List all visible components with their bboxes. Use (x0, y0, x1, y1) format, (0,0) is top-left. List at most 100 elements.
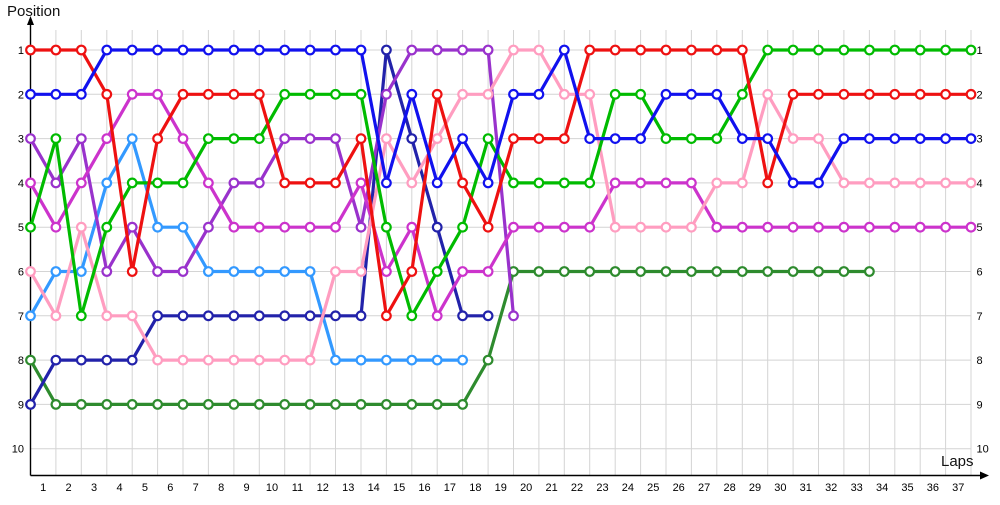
y-tick-left: 5 (18, 222, 24, 234)
series-magenta-car-point (279, 221, 291, 233)
y-tick-left: 7 (18, 311, 24, 323)
series-blue-car-point (457, 133, 469, 145)
series-red-car-point (838, 88, 850, 100)
series-blue-car-point (177, 44, 189, 56)
x-tick: 1 (40, 482, 46, 494)
series-dark-green-car-point (279, 399, 291, 410)
series-red-car-point (253, 88, 265, 100)
x-tick: 24 (622, 482, 634, 494)
series-light-blue-car-point (152, 221, 164, 233)
series-green-car-point (431, 266, 443, 277)
series-pink-car-point (940, 177, 951, 189)
series-magenta-car (25, 88, 977, 322)
series-dark-green-car-point (126, 399, 138, 410)
series-red-car-point (457, 177, 469, 189)
series-green-car-point (533, 177, 545, 189)
series-green-car-point (864, 44, 875, 56)
series-green-car-point (813, 44, 824, 56)
x-tick: 16 (418, 482, 430, 494)
x-tick: 31 (800, 482, 812, 494)
series-red-car-point (864, 88, 875, 100)
series-pink-car-point (50, 310, 62, 322)
x-tick: 36 (927, 482, 939, 494)
series-blue-car-point (279, 44, 291, 56)
series-magenta-car-point (635, 177, 646, 189)
series-light-blue-car-point (330, 354, 341, 366)
series-light-blue-car-point (381, 354, 392, 366)
series-pink-car-point (253, 354, 265, 366)
series-red-car-point (508, 133, 519, 145)
series-navy-car-point (406, 133, 418, 145)
series-blue-car-point (330, 44, 341, 56)
series-pink-car-point (228, 354, 240, 366)
series-light-blue-car-point (126, 133, 138, 145)
series-red-car-point (482, 221, 494, 233)
series-pink-car-point (25, 266, 36, 277)
series-light-blue-car-point (177, 221, 189, 233)
series-pink-car-point (126, 310, 138, 322)
series-pink-car-point (381, 133, 392, 145)
series-magenta-car-point (965, 221, 977, 233)
series-pink-car-point (304, 354, 316, 366)
series-purple-car-point (228, 177, 240, 189)
series-navy-car-point (330, 310, 341, 322)
y-tick-left: 9 (18, 399, 24, 411)
series-purple-car-point (75, 133, 87, 145)
series-navy-car-point (202, 310, 214, 322)
x-tick: 37 (952, 482, 964, 494)
series-blue-car-point (889, 133, 901, 145)
x-tick: 27 (698, 482, 710, 494)
series-purple-car-point (279, 133, 291, 145)
x-tick: 12 (317, 482, 329, 494)
series-red-car-point (635, 44, 646, 56)
series-green-car-point (381, 221, 392, 233)
series-blue-car-point (609, 133, 621, 145)
series-blue-car-point (304, 44, 316, 56)
series-purple-car-point (381, 88, 392, 100)
series-green-car-point (787, 44, 799, 56)
series-dark-green-car-point (711, 266, 723, 277)
series-blue-car-point (787, 177, 799, 189)
series-navy-car-point (152, 310, 164, 322)
series-red-car-point (228, 88, 240, 100)
series-green-car-point (711, 133, 723, 145)
x-tick: 19 (495, 482, 507, 494)
series-magenta-car-point (126, 88, 138, 100)
series-navy-car-point (304, 310, 316, 322)
series-green-car-point (75, 310, 87, 322)
series-pink-car-point (864, 177, 875, 189)
series-pink-car-point (558, 88, 570, 100)
series-magenta-car-point (202, 177, 214, 189)
y-tick-right: 3 (977, 134, 983, 146)
series-red-car-point (202, 88, 214, 100)
x-tick: 15 (393, 482, 405, 494)
series-pink-car-point (787, 133, 799, 145)
series-dark-green-car (25, 266, 875, 410)
series-pink-car-point (177, 354, 189, 366)
series-red-car-point (304, 177, 316, 189)
series-magenta-car-point (889, 221, 901, 233)
series-red-car-point (355, 133, 367, 145)
series-light-blue-car-point (406, 354, 418, 366)
series-purple-car-point (126, 221, 138, 233)
series-blue-car-point (50, 88, 62, 100)
series-green-car-point (177, 177, 189, 189)
series-magenta-car-point (660, 177, 672, 189)
series-purple-car-point (152, 266, 164, 277)
series-navy-car (25, 44, 494, 410)
series-dark-green-car-point (533, 266, 545, 277)
series-pink-car (25, 44, 977, 366)
series-pink-car-point (279, 354, 291, 366)
y-tick-left: 4 (18, 178, 24, 190)
x-tick: 8 (218, 482, 224, 494)
series-pink-car-point (762, 88, 774, 100)
series-red-car-point (660, 44, 672, 56)
series-pink-car-point (406, 177, 418, 189)
series-magenta-car-point (177, 133, 189, 145)
series-light-blue-car-point (457, 354, 469, 366)
x-tick: 26 (673, 482, 685, 494)
series-pink-car-point (355, 266, 367, 277)
series-dark-green-car-point (584, 266, 596, 277)
series-light-blue-car-point (279, 266, 291, 277)
series-magenta-car-point (406, 221, 418, 233)
